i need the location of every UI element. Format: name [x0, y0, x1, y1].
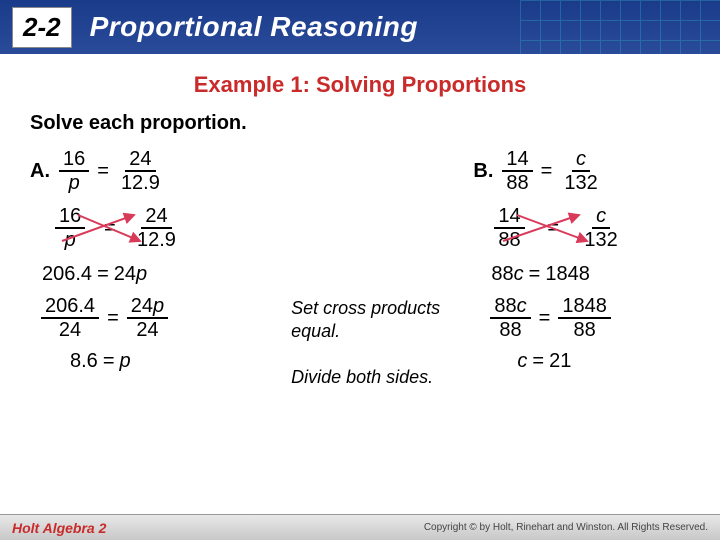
example-title: Example 1: Solving Proportions [30, 72, 690, 98]
b-step2-lden: 88 [495, 319, 525, 340]
problem-a-column: A. 16 p = 24 12.9 16 p = [30, 149, 281, 389]
instruction-text: Solve each proportion. [30, 112, 690, 135]
b-cross2-den: 132 [580, 229, 621, 250]
header-bar: 2-2 Proportional Reasoning [0, 0, 720, 54]
b-cross2-num: c [592, 206, 610, 229]
a-cross1-den: p [61, 229, 80, 250]
a-step1: 206.4 = 24p [42, 263, 281, 286]
b-step2-rden: 88 [569, 319, 599, 340]
b-step1-left: 88c [491, 263, 523, 286]
problem-b-column: B. 14 88 = c 132 14 88 = [473, 149, 690, 389]
footer-copyright: Copyright © by Holt, Rinehart and Winsto… [424, 522, 708, 533]
a-cross2-num: 24 [141, 206, 171, 229]
b-frac2-den: 132 [560, 172, 601, 193]
a-step1-right: 24p [114, 263, 147, 286]
a-ans-left: 8.6 [70, 350, 98, 373]
a-cross1-num: 16 [55, 206, 85, 229]
explain-divide: Divide both sides. [291, 366, 463, 389]
a-step2-lnum: 206.4 [41, 296, 99, 319]
explain-cross: Set cross products equal. [291, 297, 463, 344]
a-cross2-den: 12.9 [133, 229, 180, 250]
b-step2-lnum: 88c [490, 296, 530, 319]
problem-a-statement: A. 16 p = 24 12.9 [30, 149, 281, 193]
b-step2: 88c 88 = 1848 88 [487, 296, 690, 340]
footer-bar: Holt Algebra 2 Copyright © by Holt, Rine… [0, 514, 720, 540]
b-cross1-den: 88 [494, 229, 524, 250]
equals-sign: = [97, 160, 109, 183]
b-ans-left: c [517, 350, 527, 373]
b-frac2-num: c [572, 149, 590, 172]
a-answer: 8.6 = p [70, 350, 281, 373]
a-step1-left: 206.4 [42, 263, 92, 286]
b-ans-right: 21 [549, 350, 571, 373]
a-step2-rnum: 24p [127, 296, 168, 319]
part-a-label: A. [30, 160, 50, 183]
part-b-label: B. [473, 160, 493, 183]
content-area: Example 1: Solving Proportions Solve eac… [0, 54, 720, 389]
problem-b-statement: B. 14 88 = c 132 [473, 149, 690, 193]
b-frac1-num: 14 [502, 149, 532, 172]
footer-book-title: Holt Algebra 2 [12, 520, 106, 536]
explanation-column: Set cross products equal. Divide both si… [291, 149, 463, 389]
a-step2-rden: 24 [132, 319, 162, 340]
problem-a-cross: 16 p = 24 12.9 [52, 203, 281, 253]
a-step2-lden: 24 [55, 319, 85, 340]
b-cross1-num: 14 [494, 206, 524, 229]
a-frac1-num: 16 [59, 149, 89, 172]
lesson-title: Proportional Reasoning [90, 11, 418, 43]
b-step1-right: 1848 [545, 263, 590, 286]
b-step2-rnum: 1848 [558, 296, 611, 319]
a-frac2-den: 12.9 [117, 172, 164, 193]
a-step2: 206.4 24 = 24p 24 [38, 296, 281, 340]
b-answer: c = 21 [517, 350, 690, 373]
b-frac1-den: 88 [502, 172, 532, 193]
header-grid-decoration [520, 0, 720, 54]
b-step1: 88c = 1848 [491, 263, 690, 286]
problem-b-cross: 14 88 = c 132 [491, 203, 690, 253]
lesson-number-box: 2-2 [12, 7, 72, 48]
a-frac2-num: 24 [125, 149, 155, 172]
a-frac1-den: p [65, 172, 84, 193]
a-ans-right: p [120, 350, 131, 373]
